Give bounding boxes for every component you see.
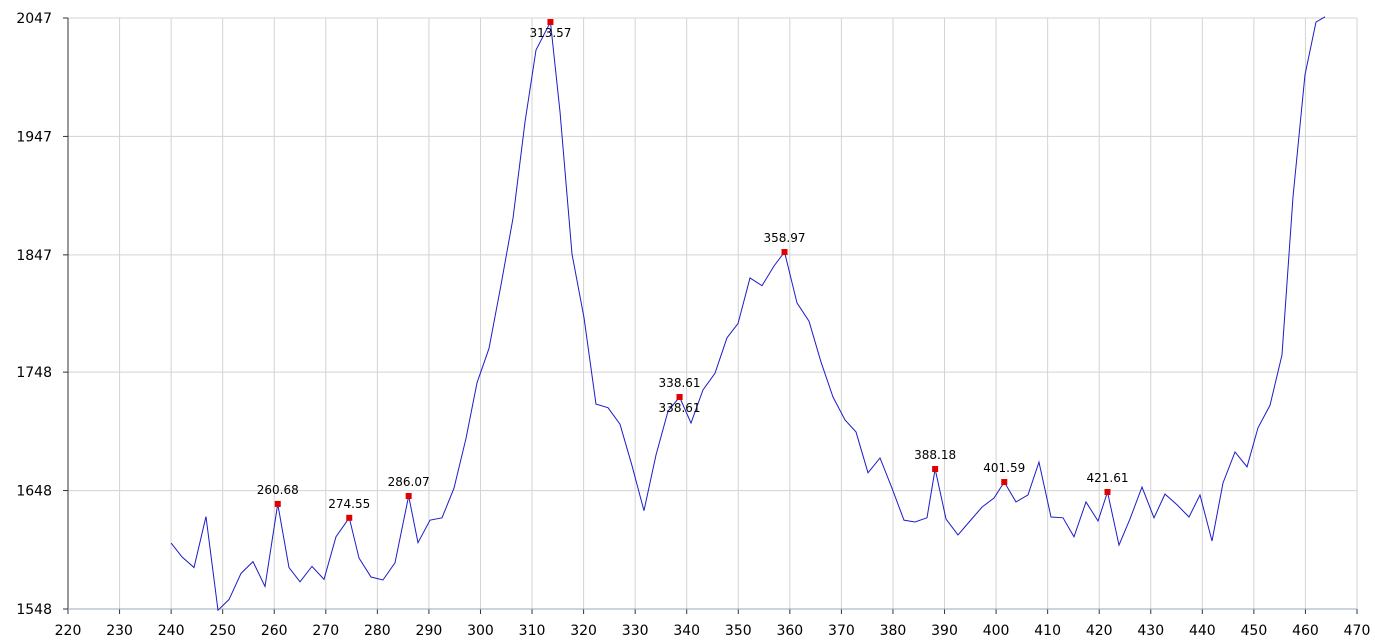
x-tick-label: 250	[209, 623, 236, 639]
x-tick-label: 280	[364, 623, 391, 639]
x-tick-label: 340	[673, 623, 700, 639]
x-tick-label: 430	[1137, 623, 1164, 639]
y-tick-label: 1847	[16, 248, 52, 264]
x-tick-label: 350	[725, 623, 752, 639]
peak-marker	[405, 493, 412, 500]
x-tick-label: 300	[467, 623, 494, 639]
peak-marker	[932, 466, 939, 473]
spectrum-line	[170, 16, 1326, 612]
y-tick-label: 1947	[16, 129, 52, 145]
peak-label: 401.59	[983, 461, 1025, 475]
x-tick-label: 290	[416, 623, 443, 639]
y-tick-label: 1748	[16, 365, 52, 381]
peak-label: 313.57	[529, 26, 571, 40]
peak-marker	[547, 19, 554, 26]
peak-label: 260.68	[257, 483, 299, 497]
peak-marker	[781, 249, 788, 256]
peak-marker	[676, 393, 683, 400]
x-tick-label: 320	[570, 623, 597, 639]
x-tick-label: 460	[1292, 623, 1319, 639]
x-tick-label: 260	[261, 623, 288, 639]
peak-label: 274.55	[328, 497, 370, 511]
x-tick-label: 270	[312, 623, 339, 639]
peak-label: 338.61	[659, 376, 701, 390]
y-tick-label: 1548	[16, 602, 52, 618]
x-tick-label: 400	[983, 623, 1010, 639]
x-tick-label: 240	[158, 623, 185, 639]
x-tick-label: 410	[1034, 623, 1061, 639]
x-tick-label: 220	[55, 623, 82, 639]
peak-label: 421.61	[1087, 471, 1129, 485]
peak-label: 286.07	[388, 475, 430, 489]
y-tick-label: 1648	[16, 484, 52, 500]
peak-marker	[346, 514, 353, 521]
x-tick-label: 330	[622, 623, 649, 639]
x-tick-label: 440	[1189, 623, 1216, 639]
peak-marker	[1104, 488, 1111, 495]
peak-label: 388.18	[914, 448, 956, 462]
x-tick-label: 380	[880, 623, 907, 639]
x-tick-label: 370	[828, 623, 855, 639]
x-tick-label: 420	[1086, 623, 1113, 639]
x-tick-label: 230	[106, 623, 133, 639]
peak-label: 338.61	[659, 401, 701, 415]
x-tick-label: 390	[931, 623, 958, 639]
peak-marker	[1001, 479, 1008, 486]
peak-marker	[274, 500, 281, 507]
x-tick-label: 360	[776, 623, 803, 639]
x-tick-label: 310	[519, 623, 546, 639]
x-tick-label: 470	[1344, 623, 1371, 639]
x-tick-label: 450	[1241, 623, 1268, 639]
peak-label: 358.97	[764, 231, 806, 245]
y-tick-label: 2047	[16, 11, 52, 27]
